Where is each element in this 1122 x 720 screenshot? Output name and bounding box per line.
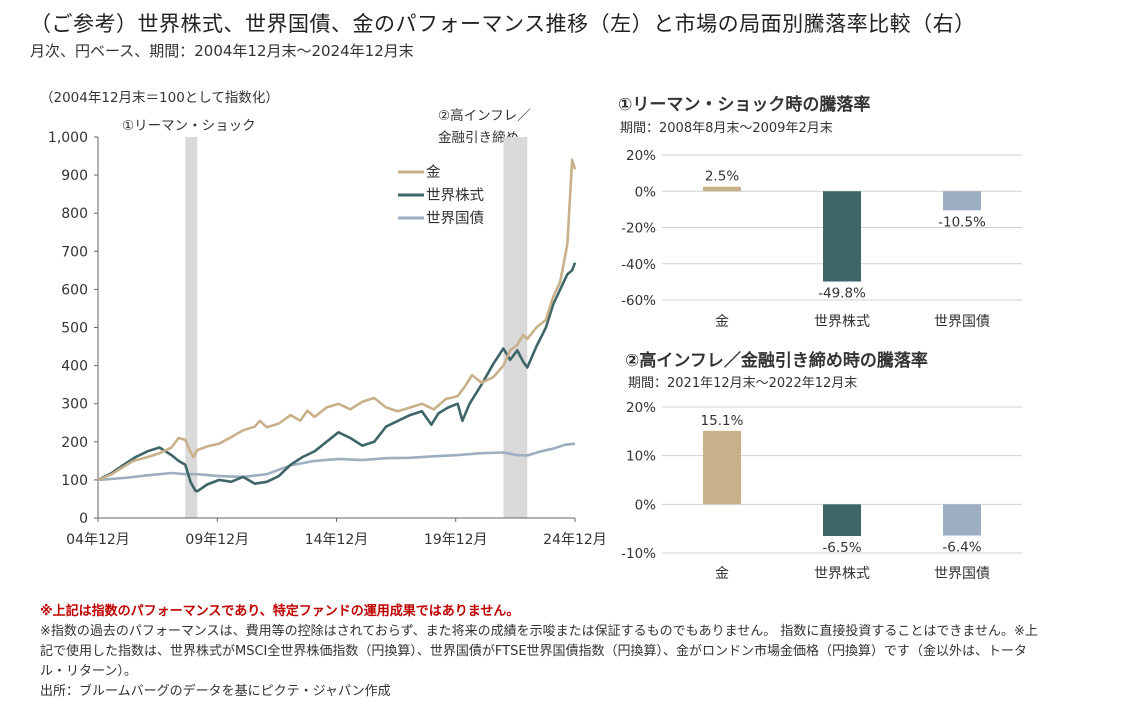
bar [823,191,861,282]
shaded-period-1 [185,137,198,518]
y-tick-label: 0 [79,511,88,527]
chart-canvas: （2004年12月末＝100として指数化） ①リーマン・ショック ②高インフレ／… [40,90,1022,582]
warning-note: ※上記は指数のパフォーマンスであり、特定ファンドの運用成果ではありません。 [40,604,520,619]
series-line-3 [97,442,576,482]
y-tick-label: 0% [635,497,657,513]
data-label: 2.5% [705,169,739,185]
shade-label-inflation-line1: ②高インフレ／ [438,107,531,124]
x-tick-label: 14年12月 [305,532,369,548]
y-tick-label: 700 [61,244,88,260]
data-label: -6.4% [942,539,981,555]
series-line-1 [97,158,577,482]
shade-label-lehman: ①リーマン・ショック [122,118,256,134]
bar-chart-1-period: 期間：2008年8月末～2009年2月末 [620,121,833,136]
category-label: 金 [715,314,729,330]
bar [823,504,861,536]
page-subtitle: 月次、円ベース、期間：2004年12月末～2024年12月末 [30,42,414,60]
data-label: -6.5% [822,540,861,556]
y-tick-label: 400 [61,359,88,375]
bar-chart-inflation: 20% 10% 0% -10% 15.1% 金 -6.5% 世界株式 -6.4% 世界国債 [621,400,1022,582]
bar [943,504,981,536]
legend-label: 世界国債 [426,210,484,227]
category-label: 世界国債 [934,314,990,330]
y-tick-label: 1,000 [48,130,88,146]
bar-chart-2-period: 期間：2021年12月末～2022年12月末 [628,376,857,391]
y-tick-label: 300 [61,397,88,413]
y-tick-label: 800 [61,206,88,222]
y-tick-label: 500 [61,321,88,337]
y-tick-label: -40% [621,257,656,273]
y-tick-label: -60% [621,293,656,309]
data-label: -49.8% [818,286,866,302]
y-tick-label: 200 [61,435,88,451]
legend-label: 世界株式 [426,187,484,204]
y-tick-label: 600 [61,282,88,298]
shaded-period-2 [503,137,528,518]
y-tick-label: 20% [626,148,656,164]
page-title: （ご参考）世界株式、世界国債、金のパフォーマンス推移（左）と市場の局面別騰落率比… [30,12,976,36]
line-chart: 0 100 200 300 400 500 600 700 800 900 1,000 04年12月 0… [48,130,607,548]
legend-label: 金 [426,164,441,181]
bar [943,191,981,211]
category-label: 世界株式 [814,314,870,330]
category-label: 世界株式 [814,566,870,582]
y-tick-label: 20% [626,400,656,416]
bar-chart-1-title: ①リーマン・ショック時の騰落率 [618,94,870,115]
data-label: 15.1% [701,413,744,429]
x-tick-label: 19年12月 [424,532,488,548]
source-note: 出所：ブルームバーグのデータを基にピクテ・ジャパン作成 [40,684,391,699]
y-tick-label: 100 [61,473,88,489]
disclaimer-note: ※指数の過去のパフォーマンスは、費用等の控除はされておらず、また将来の成績を示唆… [40,624,1038,679]
index-note: （2004年12月末＝100として指数化） [40,90,279,106]
x-tick-label: 09年12月 [185,532,249,548]
y-tick-label: 900 [61,168,88,184]
bar-chart-2-title: ②高インフレ／金融引き締め時の騰落率 [625,350,928,371]
footnotes: ※上記は指数のパフォーマンスであり、特定ファンドの運用成果ではありません。 ※指… [40,602,1050,702]
series-line-2 [97,262,577,493]
bar [703,186,741,192]
y-tick-label: 10% [626,449,656,465]
bar [703,430,741,505]
shade-label-inflation-line2: 金融引き締め [438,129,519,146]
y-tick-label: -20% [621,221,656,237]
y-tick-label: -10% [621,546,656,562]
x-tick-label: 24年12月 [543,532,607,548]
category-label: 金 [715,566,729,582]
y-tick-label: 0% [635,184,657,200]
x-tick-label: 04年12月 [66,532,130,548]
bar-chart-lehman: 20% 0% -20% -40% -60% 2.5% 金 -49.8% 世界株式 -10.5% 世界… [621,148,1022,330]
category-label: 世界国債 [934,566,990,582]
data-label: -10.5% [938,214,986,230]
